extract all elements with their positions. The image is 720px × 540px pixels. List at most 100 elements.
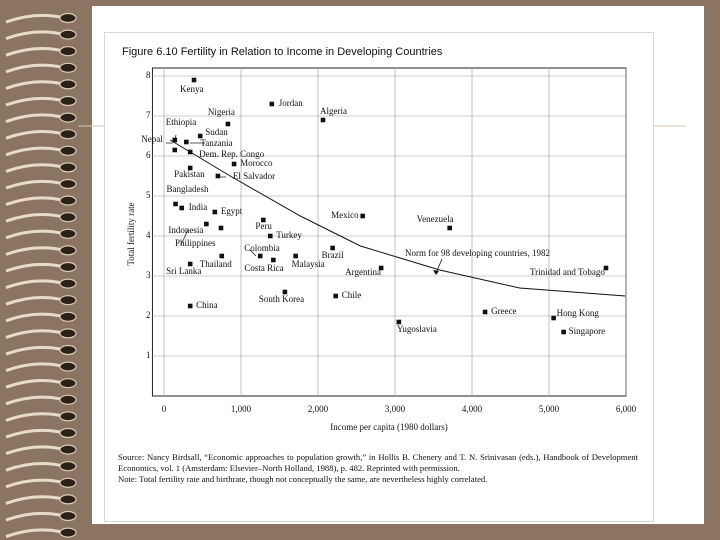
spiral-hole [59,112,77,123]
point-label: Tanzania [200,138,232,148]
data-point [378,265,384,271]
spiral-hole [59,461,77,472]
note-text: Note: Total fertility rate and birthrate… [118,474,488,485]
notes: Source: Nancy Birdsall, “Economic approa… [118,452,638,486]
point-label: Brazil [322,250,344,260]
spiral-ring [5,312,61,323]
spiral-hole [59,145,77,156]
spiral-ring [5,462,61,472]
point-label: Kenya [180,84,204,94]
spiral-hole [59,344,77,356]
spiral-ring [5,412,61,422]
point-label: Argentina [345,267,381,277]
point-label: Greece [491,306,516,316]
y-axis-label: Total fertility rate [126,202,136,265]
spiral-ring [5,113,61,124]
spiral-hole [59,12,77,24]
data-point [261,217,266,223]
data-point [215,173,221,179]
spiral-hole [59,394,77,405]
point-label: Peru [255,221,272,231]
data-point [561,329,566,335]
spiral-binding [5,12,77,539]
data-point [271,257,276,263]
spiral-ring [5,528,61,539]
spiral-ring [5,329,61,339]
point-label: Algeria [320,106,347,116]
spiral-ring [5,213,61,223]
data-point [447,225,452,231]
spiral-hole [59,62,77,73]
point-label: Sudan [205,127,228,137]
spiral-hole [59,245,77,256]
x-tick-label: 5,000 [539,404,560,414]
spiral-ring [5,63,61,74]
data-point [173,201,178,207]
spiral-ring [5,47,61,57]
spiral-ring [5,229,61,240]
spiral-ring [5,445,61,456]
curve-arrowhead [433,270,439,275]
point-label: Trinidad and Tobago [530,267,605,277]
spiral-hole [59,444,77,455]
pointer-arrow [174,134,177,141]
point-label: Colombia [244,243,280,253]
data-point [218,225,224,231]
data-point [482,309,488,315]
point-label: Venezuela [417,214,454,224]
data-point [267,233,273,239]
y-tick-label: 1 [146,350,151,360]
data-point [396,319,402,325]
spiral-ring [5,478,61,489]
spiral-ring [5,146,61,157]
point-label: Nigeria [208,107,235,117]
figure-frame [104,32,654,522]
spiral-ring [5,13,61,24]
point-label: Dem. Rep. Congo [199,149,264,159]
spiral-hole [59,378,77,389]
point-label: Sri Lanka [166,266,201,276]
spiral-hole [59,162,77,173]
data-point [551,315,556,321]
spiral-hole [59,477,77,488]
data-point [257,253,263,259]
spiral-hole [59,46,77,57]
spiral-hole [59,95,77,107]
data-point [293,253,298,259]
spiral-ring [5,163,61,173]
point-label: Egypt [221,206,243,216]
data-point [225,121,231,127]
spiral-ring [5,130,61,140]
point-label: Chile [342,290,362,300]
y-tick-label: 5 [146,190,151,200]
point-label: Malaysia [292,259,325,269]
spiral-ring [5,395,61,406]
data-point [360,213,365,219]
pointer-arrow [249,249,257,257]
plot-frame [151,67,627,397]
spiral-hole [59,527,77,538]
spiral-hole [59,212,77,223]
point-label: Jordan [279,98,303,108]
spiral-hole [59,79,77,90]
spiral-hole [59,129,77,140]
point-label: Hong Kong [557,308,600,318]
x-tick-label: 3,000 [385,404,406,414]
data-point [187,303,193,309]
data-point [187,261,193,267]
data-point [269,101,275,107]
spiral-hole [59,494,77,505]
spiral-hole [59,228,77,239]
chart-title: Figure 6.10 Fertility in Relation to Inc… [122,46,443,58]
point-label: Morocco [240,158,273,168]
spiral-ring [5,511,61,522]
y-tick-label: 2 [146,310,151,320]
spiral-hole [59,178,77,190]
source-text: Source: Nancy Birdsall, “Economic approa… [118,452,638,473]
curve-label: Norm for 98 developing countries, 1982 [405,248,550,258]
x-tick-label: 4,000 [462,404,483,414]
spiral-hole [59,261,77,273]
point-label: Philippines [175,238,216,248]
